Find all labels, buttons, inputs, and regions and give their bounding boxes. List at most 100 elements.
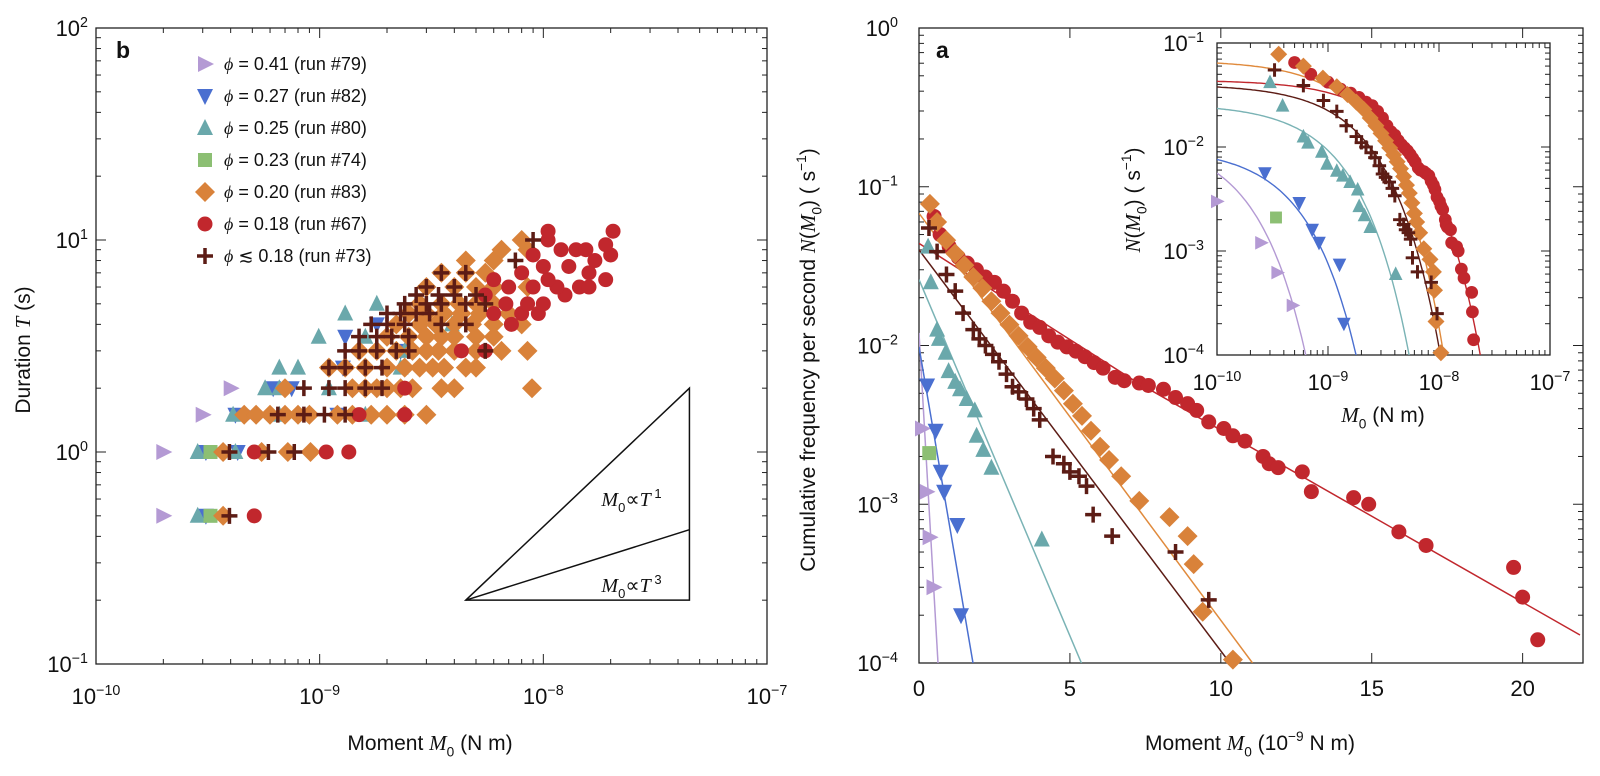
- y-axis-label: N(M0) ( s−1): [1119, 148, 1149, 254]
- data-point: [920, 237, 937, 254]
- data-point: [156, 444, 173, 460]
- text-segment: ϕ: [224, 182, 233, 202]
- data-point: [522, 378, 542, 399]
- x-tick-label: 10−8: [1419, 369, 1460, 395]
- series-diamond: [919, 193, 1243, 670]
- series-square: [203, 445, 218, 523]
- data-point: [491, 239, 512, 260]
- data-point: [189, 506, 206, 523]
- legend-marker-circle: [197, 216, 213, 232]
- triangle-outline: [463, 386, 691, 601]
- text-segment: ϕ: [224, 54, 233, 74]
- data-point: [1225, 428, 1241, 444]
- data-point: [1421, 250, 1439, 268]
- data-point: [1328, 78, 1346, 96]
- data-point: [1008, 325, 1029, 346]
- y-tick-label: 10−2: [1163, 134, 1204, 160]
- data-point: [540, 272, 556, 288]
- data-point: [1005, 293, 1021, 309]
- slope-line-t3: [465, 528, 690, 601]
- data-point: [337, 329, 354, 346]
- data-point: [605, 223, 621, 239]
- data-point: [246, 508, 262, 524]
- y-tick-label: 10−1: [1163, 30, 1204, 56]
- data-point: [1515, 589, 1531, 605]
- y-tick-label: 10−2: [857, 332, 898, 358]
- text-segment: (: [797, 232, 820, 239]
- text-segment: N m): [1304, 732, 1355, 755]
- legend-label: ϕ = 0.41 (run #79): [224, 54, 367, 74]
- data-point: [318, 444, 334, 460]
- data-point: [952, 380, 968, 397]
- data-point: [1155, 381, 1171, 397]
- legend-label: ϕ = 0.18 (run #67): [224, 214, 367, 234]
- data-point: [1530, 632, 1546, 648]
- y-axis-label: Duration T (s): [11, 286, 35, 413]
- data-point: [203, 508, 218, 523]
- data-point: [1255, 236, 1269, 250]
- data-point: [457, 264, 474, 281]
- data-point: [434, 357, 455, 378]
- data-point: [363, 316, 380, 333]
- data-point: [945, 243, 966, 264]
- data-point: [361, 404, 382, 425]
- data-point: [341, 444, 357, 460]
- data-point: [156, 507, 173, 524]
- data-point: [1294, 464, 1310, 480]
- tick-base: 10: [857, 175, 881, 200]
- data-point: [1329, 104, 1344, 119]
- fit-line-triangle-up: [919, 279, 1083, 663]
- panel-a-inset-log-log: 10−10 10−9 10−8 10−710−410−310−210−1M0 (N m…: [1119, 30, 1570, 431]
- data-point: [1270, 460, 1286, 476]
- data-point: [1410, 265, 1425, 279]
- data-point: [1332, 258, 1347, 273]
- data-point: [1411, 224, 1429, 242]
- data-point: [320, 380, 337, 397]
- text-segment: T: [11, 315, 35, 328]
- data-point: [1104, 528, 1121, 545]
- data-point: [525, 279, 541, 295]
- data-point: [1267, 63, 1282, 77]
- text-segment: −1: [1119, 155, 1134, 171]
- legend-marker-square: [198, 153, 212, 167]
- data-point: [421, 305, 438, 322]
- data-point: [1258, 167, 1272, 181]
- data-point: [446, 279, 463, 296]
- data-point: [225, 405, 242, 422]
- data-point: [1111, 466, 1132, 487]
- text-segment: = 0.25 (run #80): [233, 118, 367, 138]
- data-point: [963, 267, 984, 287]
- y-tick-label: 10−4: [1163, 342, 1204, 368]
- data-point: [337, 359, 354, 376]
- data-point: [581, 265, 597, 281]
- data-point: [990, 353, 1007, 370]
- data-point: [457, 316, 474, 333]
- data-point: [520, 296, 536, 312]
- tick-base: 10: [299, 684, 323, 709]
- data-point: [416, 340, 437, 361]
- text-segment: Cumulative frequency per second: [797, 253, 820, 572]
- text-segment: N: [1121, 237, 1145, 253]
- data-point: [1457, 271, 1471, 285]
- data-point: [999, 314, 1020, 335]
- data-point: [1444, 223, 1457, 237]
- data-point: [392, 305, 409, 322]
- data-point: [1292, 197, 1306, 211]
- text-segment: 0: [618, 500, 625, 515]
- tick-exponent: −8: [1443, 369, 1459, 385]
- series-circle: [246, 223, 621, 524]
- data-point: [400, 328, 417, 345]
- data-point: [374, 380, 391, 397]
- x-axis-label: Moment M0 (N m): [347, 731, 512, 759]
- data-point: [468, 287, 485, 304]
- data-point: [996, 283, 1012, 299]
- data-point: [457, 295, 474, 312]
- data-point: [578, 242, 594, 258]
- data-point: [1451, 244, 1465, 258]
- data-point: [1270, 45, 1288, 63]
- inset-series-cross: [1267, 63, 1444, 321]
- data-point: [1314, 69, 1332, 87]
